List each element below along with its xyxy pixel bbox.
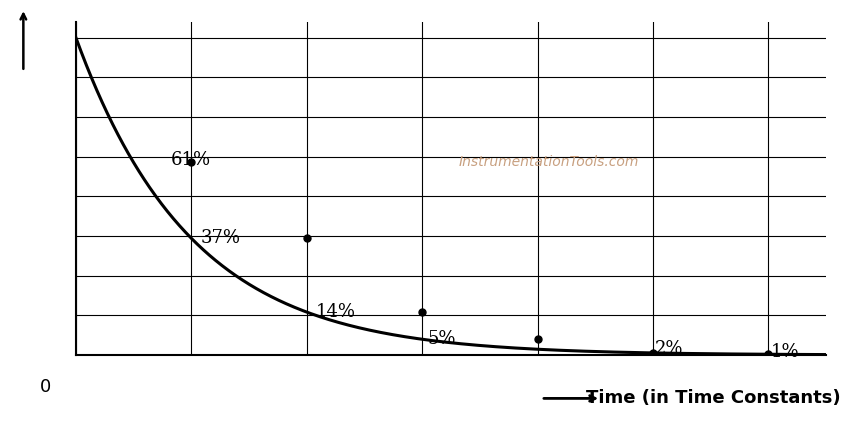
Text: 0: 0 xyxy=(40,378,51,396)
Text: 5%: 5% xyxy=(428,330,456,348)
Text: 14%: 14% xyxy=(316,303,356,321)
Text: 1%: 1% xyxy=(771,343,799,361)
Text: 2%: 2% xyxy=(655,340,684,358)
Text: InstrumentationTools.com: InstrumentationTools.com xyxy=(459,155,639,169)
Text: Time (in Time Constants): Time (in Time Constants) xyxy=(586,389,841,407)
Text: 37%: 37% xyxy=(201,229,240,247)
Text: V: V xyxy=(16,0,31,2)
Text: 61%: 61% xyxy=(170,151,211,169)
